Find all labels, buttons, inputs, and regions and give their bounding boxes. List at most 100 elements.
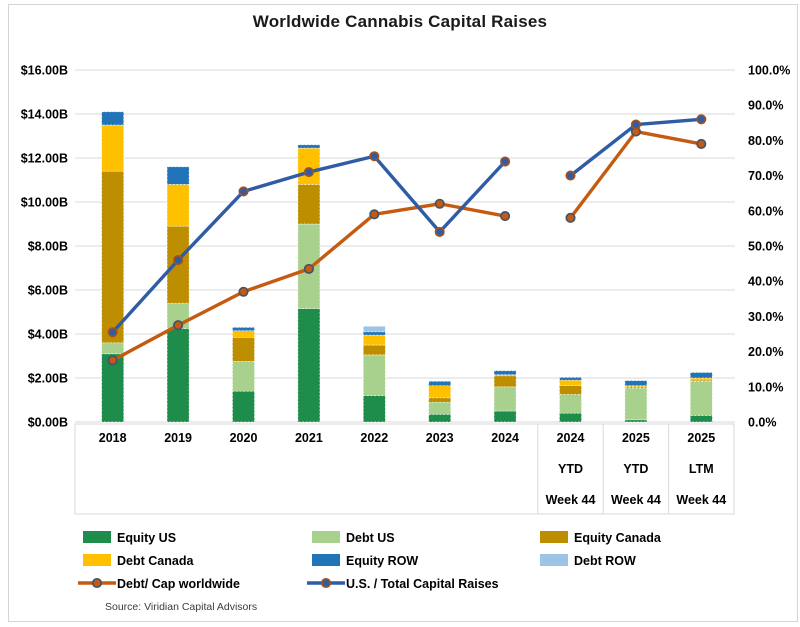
line-marker	[107, 327, 118, 338]
bar-segment	[362, 395, 386, 423]
bar-segment	[493, 370, 517, 376]
chart-title: Worldwide Cannabis Capital Raises	[252, 12, 548, 31]
line-marker	[696, 114, 707, 125]
bar-segment	[232, 327, 255, 332]
line-marker	[434, 198, 445, 209]
category-label: YTD	[558, 462, 583, 476]
line-marker	[238, 186, 249, 197]
bar-segment	[428, 380, 452, 387]
bar-segment	[689, 372, 713, 379]
bar-segment	[689, 379, 713, 382]
left-axis-tick-label: $14.00B	[21, 108, 68, 122]
bar-segment	[428, 401, 452, 415]
legend-swatch-debt-row	[540, 554, 568, 566]
line-marker	[369, 151, 380, 162]
source-attribution: Source: Viridian Capital Advisors	[105, 601, 258, 613]
bar-segment	[297, 184, 321, 225]
left-axis-tick-label: $6.00B	[28, 284, 68, 298]
bar-segment	[428, 397, 452, 403]
bar-segment	[428, 385, 452, 399]
legend-line-marker	[320, 577, 332, 589]
bar-segment	[101, 170, 125, 344]
legend-swatch-equity-us	[83, 531, 111, 543]
legend-label: Equity US	[117, 531, 176, 545]
category-label: YTD	[623, 462, 648, 476]
category-label: Week 44	[611, 493, 661, 507]
trend-line	[569, 129, 702, 219]
category-label: LTM	[689, 462, 714, 476]
left-axis-tick-label: $8.00B	[28, 240, 68, 254]
bar-segment	[559, 376, 582, 381]
bar-segment	[232, 330, 255, 338]
line-marker	[173, 255, 184, 266]
bar-segment	[362, 344, 386, 356]
bar-segment	[297, 147, 321, 185]
legend-line-marker	[91, 577, 103, 589]
line-marker	[303, 263, 314, 274]
category-label: 2025	[622, 431, 650, 445]
bar-segment	[362, 354, 386, 396]
line-marker	[434, 226, 445, 237]
bar-segment	[297, 144, 321, 149]
left-axis-tick-label: $10.00B	[21, 196, 68, 210]
left-axis-tick-label: $4.00B	[28, 328, 68, 342]
right-axis-tick-label: 60.0%	[748, 204, 783, 218]
bar-segment	[362, 325, 386, 333]
legend-swatch-debt-canada	[83, 554, 111, 566]
legend-label: Debt ROW	[574, 554, 636, 568]
bar-segment	[493, 375, 517, 388]
left-axis-tick-label: $2.00B	[28, 372, 68, 386]
legend-label: Equity ROW	[346, 554, 418, 568]
legend-swatch-debt-us	[312, 531, 340, 543]
bar-segment	[689, 415, 713, 423]
bar-segment	[101, 111, 125, 126]
category-label: 2023	[426, 431, 454, 445]
category-label: 2018	[99, 431, 127, 445]
line-marker	[565, 212, 576, 223]
right-axis-tick-label: 30.0%	[748, 310, 783, 324]
category-label: 2022	[360, 431, 388, 445]
right-axis-tick-label: 90.0%	[748, 99, 783, 113]
line-marker	[696, 138, 707, 149]
bar-segment	[559, 394, 582, 414]
category-label: Week 44	[676, 493, 726, 507]
bar-segment	[232, 390, 255, 423]
line-marker	[238, 286, 249, 297]
bar-segment	[624, 387, 648, 421]
line-marker	[630, 119, 641, 130]
right-axis-tick-label: 80.0%	[748, 134, 783, 148]
bar-segment	[232, 336, 255, 362]
category-label: 2021	[295, 431, 323, 445]
legend-swatch-equity-row	[312, 554, 340, 566]
bar-segment	[232, 361, 255, 392]
right-axis-tick-label: 0.0%	[748, 416, 777, 430]
bar-segment	[297, 308, 321, 423]
legend-label: Debt US	[346, 531, 395, 545]
category-label: 2025	[687, 431, 715, 445]
line-marker	[565, 170, 576, 181]
right-axis-tick-label: 100.0%	[748, 64, 790, 78]
right-axis-tick-label: 70.0%	[748, 169, 783, 183]
line-marker	[500, 156, 511, 167]
bar-segment	[101, 342, 125, 355]
left-axis-tick-label: $12.00B	[21, 152, 68, 166]
bar-segment	[166, 328, 190, 423]
right-axis-tick-label: 10.0%	[748, 380, 783, 394]
left-axis-tick-label: $16.00B	[21, 64, 68, 78]
category-label: 2019	[164, 431, 192, 445]
bar-segment	[559, 379, 582, 387]
left-axis-tick-label: $0.00B	[28, 416, 68, 430]
line-marker	[107, 355, 118, 366]
line-marker	[500, 211, 511, 222]
category-label: 2020	[230, 431, 258, 445]
legend-label: Debt Canada	[117, 554, 194, 568]
bar-segment	[559, 412, 582, 423]
bar-segment	[559, 385, 582, 395]
bar-segment	[493, 386, 517, 412]
bar-segment	[493, 410, 517, 423]
bar-segment	[101, 124, 125, 172]
legend-swatch-equity-canada	[540, 531, 568, 543]
category-label: Week 44	[546, 493, 596, 507]
